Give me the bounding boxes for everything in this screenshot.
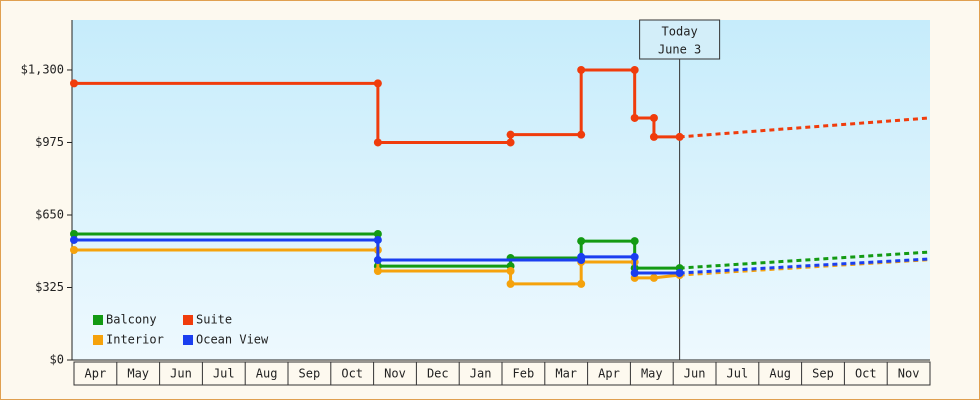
forecast-line [679, 257, 931, 275]
legend-swatch [183, 335, 193, 345]
today-box [639, 19, 721, 60]
x-tick-label: Jun [684, 367, 706, 381]
point [675, 268, 684, 277]
x-tick-label: Jan [470, 367, 492, 381]
x-tick-label: Feb [513, 367, 535, 381]
x-tick-label: Nov [384, 367, 406, 381]
today-date: June 3 [658, 43, 701, 57]
x-tick-label: Oct [341, 367, 363, 381]
point [675, 132, 684, 141]
legend-label: Ocean View [196, 333, 269, 347]
point [506, 266, 515, 275]
point [70, 229, 78, 238]
x-tick-label: Apr [85, 367, 107, 381]
point [373, 229, 382, 238]
point [630, 237, 639, 246]
x-tick-label: Nov [898, 367, 920, 381]
point [630, 252, 639, 261]
legend-label: Balcony [106, 313, 157, 327]
y-tick-label: $650 [35, 207, 64, 221]
point [577, 252, 586, 261]
x-tick-label: Dec [427, 367, 449, 381]
x-tick-label: May [127, 367, 149, 381]
y-tick-label: $1,300 [21, 62, 64, 76]
y-tick-label: $975 [35, 135, 64, 149]
point [649, 132, 658, 141]
point [506, 279, 515, 288]
x-tick-label: Aug [769, 367, 791, 381]
x-tick-label: Oct [855, 367, 877, 381]
x-tick-label: May [641, 367, 663, 381]
point [373, 138, 382, 147]
point [70, 235, 78, 244]
point [373, 235, 382, 244]
forecast-line [679, 116, 931, 139]
point [70, 79, 78, 88]
point [373, 79, 382, 88]
point [649, 113, 658, 122]
y-tick-label: $0 [50, 353, 64, 367]
x-tick-label: Mar [555, 367, 577, 381]
legend-label: Interior [106, 333, 164, 347]
point [373, 256, 382, 265]
point [506, 138, 515, 147]
x-tick-label: Jun [170, 367, 192, 381]
legend-swatch [93, 315, 103, 325]
x-tick-label: Sep [812, 367, 834, 381]
x-tick-label: Jul [213, 367, 235, 381]
point [70, 246, 78, 255]
point [649, 273, 658, 282]
x-tick-label: Aug [256, 367, 278, 381]
x-tick-label: Sep [299, 367, 321, 381]
point [630, 65, 639, 74]
point [373, 266, 382, 275]
point [630, 113, 639, 122]
plot-area [72, 20, 930, 360]
point [630, 268, 639, 277]
legend-swatch [183, 315, 193, 325]
x-tick-label: Jul [727, 367, 749, 381]
point [577, 237, 586, 246]
point [577, 65, 586, 74]
x-tick-label: Apr [598, 367, 620, 381]
point [577, 279, 586, 288]
legend-swatch [93, 335, 103, 345]
today-label: Today [662, 25, 698, 39]
point [577, 130, 586, 139]
point [506, 130, 515, 139]
y-tick-label: $325 [35, 280, 64, 294]
forecast-line [679, 250, 931, 270]
legend-label: Suite [196, 313, 232, 327]
